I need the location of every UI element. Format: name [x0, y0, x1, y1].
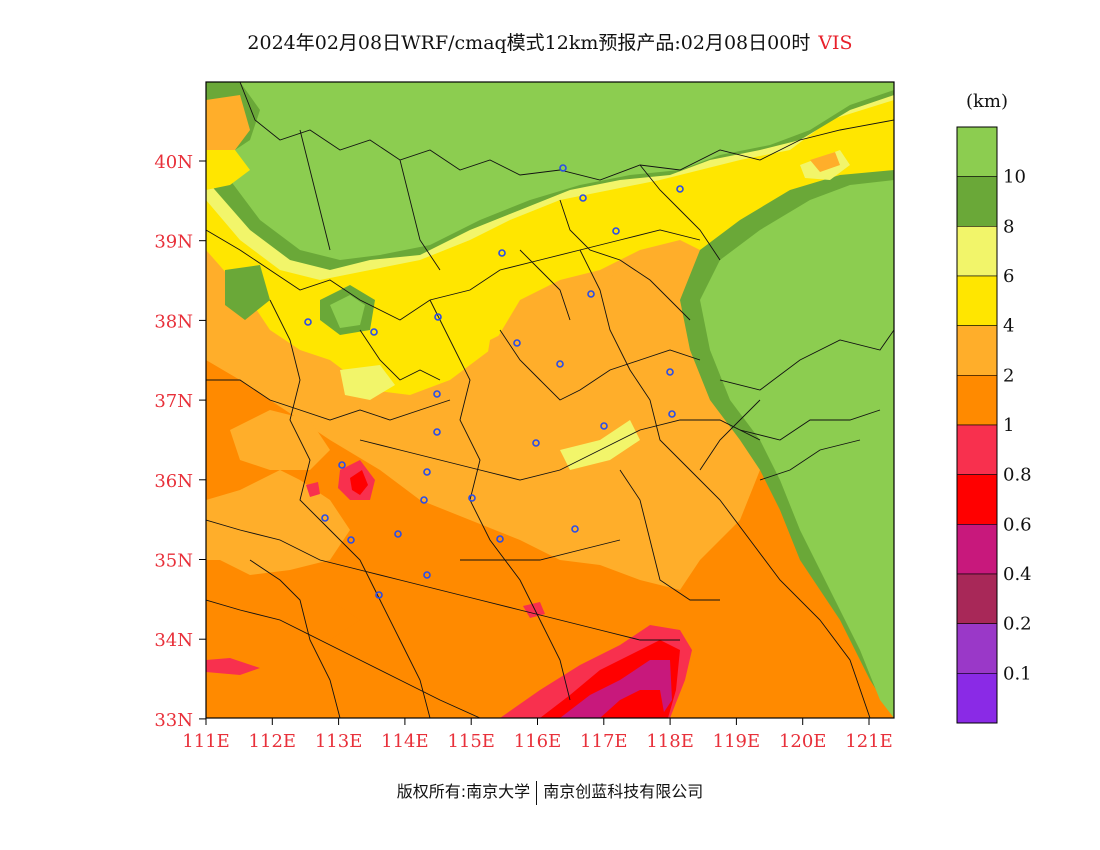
map-title: 2024年02月08日WRF/cmaq模式12km预报产品:02月08日00时 V…: [0, 28, 1100, 55]
lon-label: 111E: [182, 731, 230, 752]
colorbar-label: 0.6: [1003, 514, 1032, 535]
station-marker: [587, 290, 595, 298]
station-marker: [468, 494, 476, 502]
colorbar-label: 0.4: [1003, 564, 1032, 585]
admin-boundaries: [206, 82, 894, 718]
lon-label: 117E: [580, 731, 628, 752]
station-marker: [513, 339, 521, 347]
station-marker: [600, 422, 608, 430]
station-marker: [433, 390, 441, 398]
lon-label: 112E: [249, 731, 297, 752]
copyright-left: 版权所有:南京大学: [396, 782, 531, 801]
station-marker: [666, 368, 674, 376]
colorbar-label: 8: [1003, 216, 1014, 237]
lat-label: 40N: [154, 152, 193, 173]
colorbar-label: 2: [1003, 365, 1014, 386]
station-marker: [423, 571, 431, 579]
lon-label: 115E: [447, 731, 495, 752]
colorbar-segment: [956, 524, 998, 575]
copyright-right: 南京创蓝科技有限公司: [543, 782, 704, 801]
colorbar-label: 0.2: [1003, 614, 1032, 635]
colorbar-segment: [956, 573, 998, 624]
visibility-field: [206, 82, 894, 718]
colorbar-segment: [956, 226, 998, 277]
colorbar-labels: 10 8 6 4 2 1 0.8 0.6 0.4 0.2 0.1: [1003, 167, 1032, 685]
colorbar-label: 0.1: [1003, 663, 1032, 684]
footer-separator: [536, 780, 538, 805]
station-marker: [571, 525, 579, 533]
colorbar-label: 1: [1003, 415, 1014, 436]
station-marker: [433, 428, 441, 436]
lon-label: 120E: [779, 731, 827, 752]
title-variable: VIS: [818, 32, 853, 54]
copyright-footer: 版权所有:南京大学 南京创蓝科技有限公司: [0, 778, 1100, 805]
station-marker: [321, 514, 329, 522]
colorbar-label: 6: [1003, 266, 1014, 287]
colorbar-segment: [956, 623, 998, 674]
station-marker: [612, 227, 620, 235]
station-marker: [532, 439, 540, 447]
station-marker: [498, 249, 506, 257]
station-marker: [370, 328, 378, 336]
lat-label: 36N: [154, 471, 193, 492]
station-marker: [496, 535, 504, 543]
lat-label: 37N: [154, 391, 193, 412]
station-marker: [304, 318, 312, 326]
colorbar-frame: [956, 126, 998, 724]
station-marker: [579, 194, 587, 202]
station-marker: [375, 591, 383, 599]
lat-label: 33N: [154, 710, 193, 731]
lon-label: 113E: [315, 731, 363, 752]
station-marker: [556, 360, 564, 368]
colorbar-unit: (km): [966, 91, 1008, 112]
longitude-labels: 111E 112E 113E 114E 115E 116E 117E 118E 119E 120E…: [182, 731, 893, 752]
station-marker: [423, 468, 431, 476]
colorbar-segment: [956, 375, 998, 426]
colorbar-label: 0.8: [1003, 465, 1032, 486]
lon-label: 121E: [845, 731, 893, 752]
colorbar-segment: [956, 126, 998, 177]
title-main: 2024年02月08日WRF/cmaq模式12km预报产品:02月08日00时: [247, 32, 811, 54]
colorbar-label: 4: [1003, 316, 1014, 337]
station-marker: [676, 185, 684, 193]
lat-label: 39N: [154, 232, 193, 253]
station-marker: [420, 496, 428, 504]
colorbar: [956, 126, 998, 724]
latitude-labels: 40N 39N 38N 37N 36N 35N 34N 33N: [154, 152, 193, 731]
colorbar-segment: [956, 325, 998, 376]
station-marker: [394, 530, 402, 538]
station-marker: [347, 536, 355, 544]
station-marker: [434, 313, 442, 321]
lat-label: 38N: [154, 311, 193, 332]
field-over-10km-north: [220, 82, 894, 260]
colorbar-segment: [956, 424, 998, 475]
lat-label: 34N: [154, 630, 193, 651]
station-marker: [559, 164, 567, 172]
lat-label: 35N: [154, 551, 193, 572]
station-marker: [338, 461, 346, 469]
longitude-axis: [205, 718, 870, 725]
colorbar-segment: [956, 474, 998, 525]
colorbar-segment: [956, 275, 998, 326]
colorbar-segment: [956, 176, 998, 227]
station-marker: [668, 410, 676, 418]
lon-label: 114E: [381, 731, 429, 752]
lon-label: 119E: [713, 731, 761, 752]
latitude-axis: [199, 160, 206, 720]
colorbar-label: 10: [1003, 167, 1026, 188]
lon-label: 116E: [514, 731, 562, 752]
lon-label: 118E: [646, 731, 694, 752]
station-markers: [304, 164, 684, 599]
colorbar-segment: [956, 673, 998, 724]
